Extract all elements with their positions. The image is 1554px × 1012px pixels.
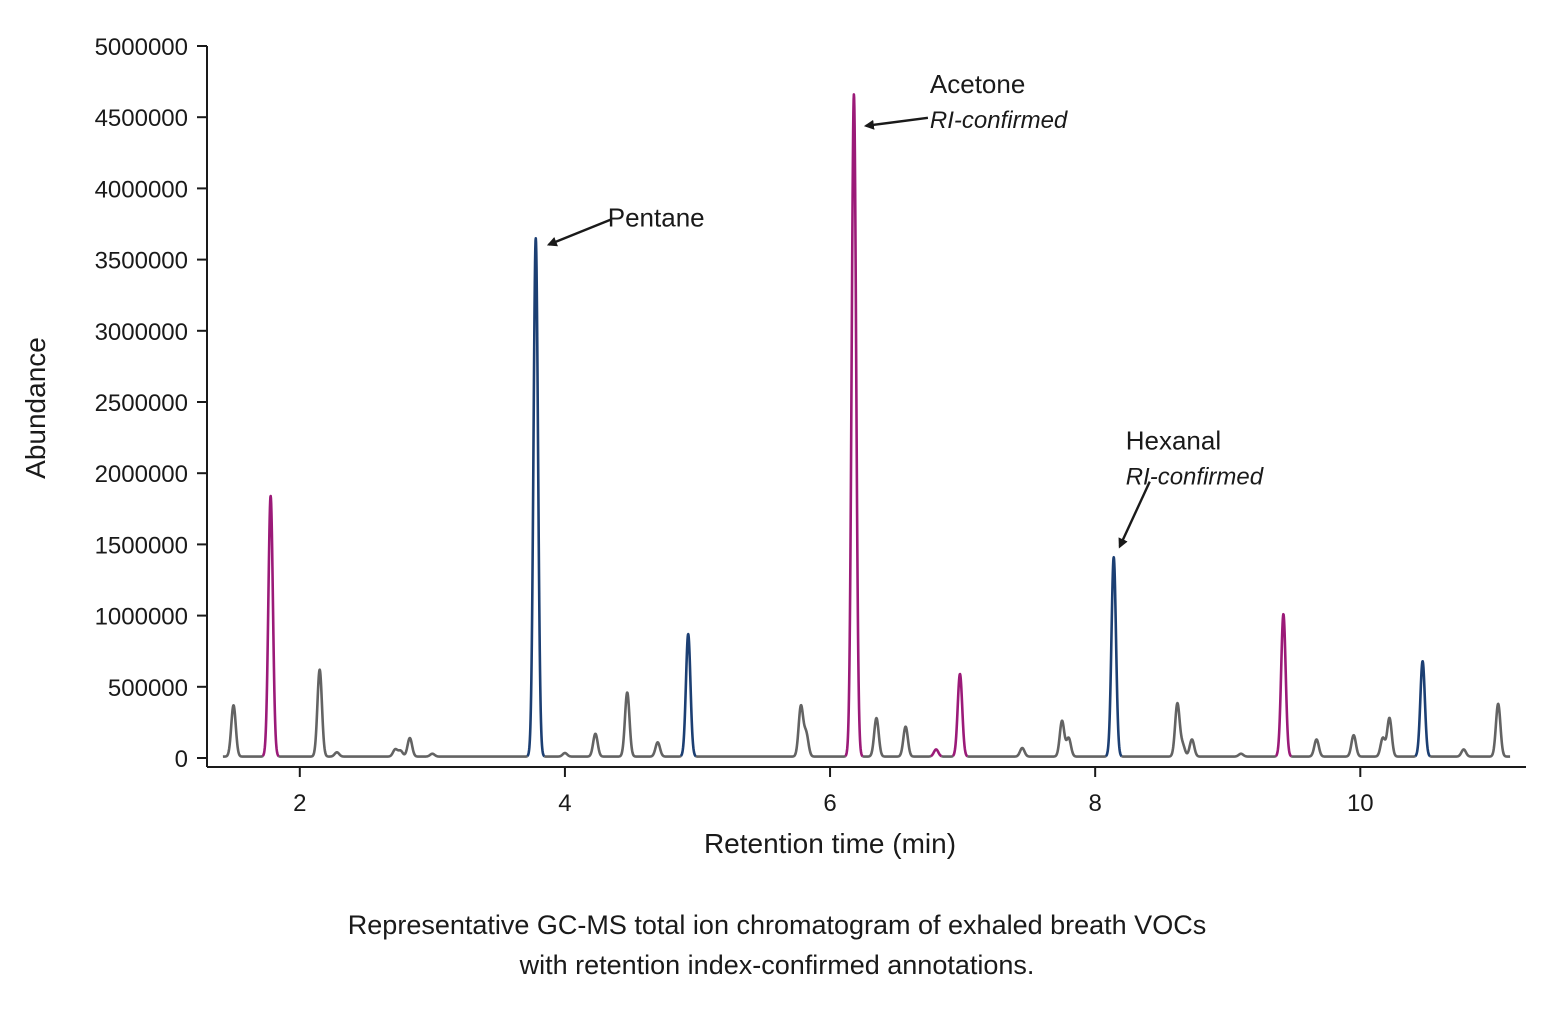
trace-segment-blue [1104, 555, 1123, 758]
annotation-arrow [546, 218, 612, 247]
trace-segment-magenta [261, 494, 280, 758]
figure-caption: Representative GC-MS total ion chromatog… [0, 905, 1554, 985]
y-tick-label: 3000000 [95, 319, 188, 346]
axes: 0 500000 1000000 1500000 2000000 2500000 30000… [95, 34, 1526, 817]
annotation-pentane: Pentane [608, 203, 705, 233]
y-axis-title: Abundance [20, 337, 51, 479]
x-tick-label: 4 [558, 790, 571, 817]
y-tick-label: 2000000 [95, 461, 188, 488]
y-tick-label: 2500000 [95, 390, 188, 417]
x-axis-title: Retention time (min) [704, 828, 956, 859]
x-tick-label: 2 [293, 790, 306, 817]
annotations: Pentane Acetone RI-confirmed Hexanal RI-conf… [546, 69, 1264, 549]
trace-segment-gray [221, 704, 264, 758]
trace-segment-gray [694, 703, 847, 758]
y-tick-label: 4500000 [95, 105, 188, 132]
y-tick-label: 0 [175, 746, 188, 773]
y-tick-label: 5000000 [95, 34, 188, 61]
annotation-arrow [863, 116, 929, 130]
y-tick-label: 4000000 [95, 176, 188, 203]
trace-segment-gray [861, 716, 932, 758]
trace-segment-gray [966, 719, 1107, 758]
chromatogram-chart: 0 500000 1000000 1500000 2000000 2500000 30000… [20, 34, 1526, 859]
trace-segment-gray [940, 754, 954, 758]
trace-segment-magenta [929, 748, 943, 758]
trace-segment-blue [526, 237, 546, 758]
annotation-acetone: Acetone [930, 69, 1025, 99]
annotation-hexanal: Hexanal [1126, 426, 1221, 456]
y-tick-label: 1000000 [95, 604, 188, 631]
annotation-note: RI-confirmed [930, 107, 1068, 134]
trace-segment-magenta [951, 672, 969, 758]
y-tick-label: 3500000 [95, 248, 188, 275]
trace-segment-gray [1429, 702, 1512, 758]
trace-segment-magenta [1274, 612, 1293, 758]
trace-segment-gray [1290, 716, 1417, 758]
trace-segment-blue [1414, 659, 1432, 758]
trace-segment-gray [277, 668, 529, 758]
x-tick-label: 6 [823, 790, 836, 817]
annotation-arrow [1118, 481, 1151, 549]
caption-line-2: with retention index-confirmed annotatio… [519, 950, 1035, 980]
chromatogram-trace [221, 93, 1512, 758]
y-tick-label: 1500000 [95, 532, 188, 559]
trace-segment-gray [1120, 701, 1277, 758]
x-tick-label: 10 [1347, 790, 1374, 817]
trace-segment-gray [543, 691, 682, 758]
caption-line-1: Representative GC-MS total ion chromatog… [347, 910, 1207, 940]
x-tick-label: 8 [1088, 790, 1101, 817]
y-tick-label: 500000 [108, 675, 188, 702]
annotation-note: RI-confirmed [1126, 464, 1264, 491]
trace-segment-blue [679, 632, 697, 758]
trace-segment-magenta [844, 93, 864, 758]
